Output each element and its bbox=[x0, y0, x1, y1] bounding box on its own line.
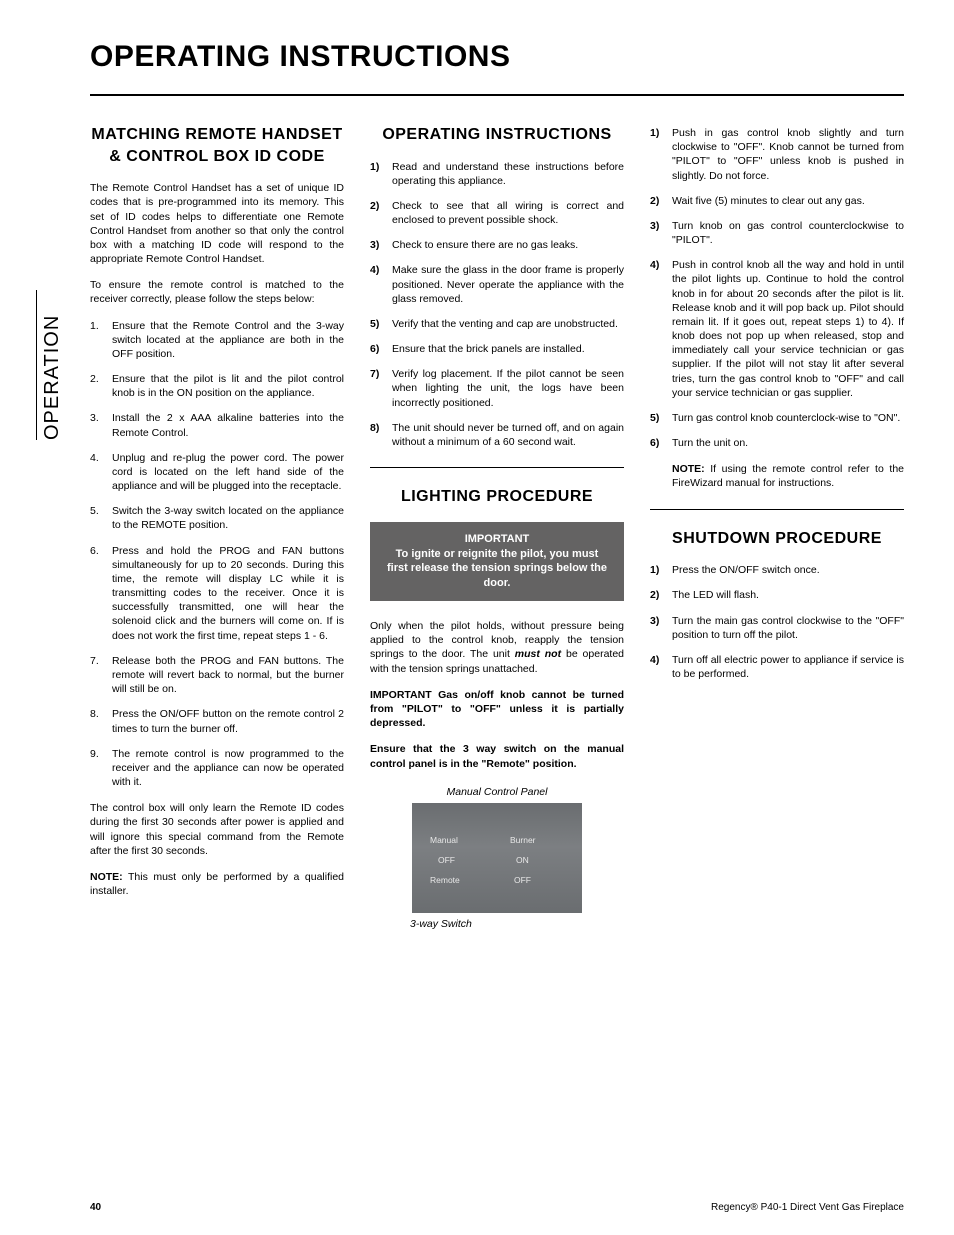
list-item: 4.Unplug and re-plug the power cord. The… bbox=[90, 451, 344, 494]
col3-note: NOTE: If using the remote control refer … bbox=[650, 462, 904, 490]
col2-steps1: 1)Read and understand these instructions… bbox=[370, 160, 624, 450]
list-item: 3.Install the 2 x AAA alkaline batteries… bbox=[90, 411, 344, 439]
list-item: 5)Verify that the venting and cap are un… bbox=[370, 317, 624, 331]
list-item: 2)Check to see that all wiring is correc… bbox=[370, 199, 624, 227]
col1-after1: The control box will only learn the Remo… bbox=[90, 801, 344, 858]
panel-caption-top: Manual Control Panel bbox=[370, 785, 624, 799]
list-item: 6.Press and hold the PROG and FAN button… bbox=[90, 544, 344, 643]
control-panel-figure: Manual Control Panel Manual OFF Remote B… bbox=[370, 785, 624, 931]
column-1: MATCHING REMOTE HANDSET & CONTROL BOX ID… bbox=[90, 124, 344, 931]
col2-para3: Ensure that the 3 way switch on the manu… bbox=[370, 742, 624, 770]
col3-steps2: 1)Press the ON/OFF switch once. 2)The LE… bbox=[650, 563, 904, 681]
title-rule bbox=[90, 94, 904, 96]
list-item: 4)Make sure the glass in the door frame … bbox=[370, 263, 624, 306]
callout-text: To ignite or reignite the pilot, you mus… bbox=[384, 547, 610, 592]
column-3: 1)Push in gas control knob slightly and … bbox=[650, 124, 904, 931]
list-item: 1)Read and understand these instructions… bbox=[370, 160, 624, 188]
column-2: OPERATING INSTRUCTIONS 1)Read and unders… bbox=[370, 124, 624, 931]
col2-rule bbox=[370, 467, 624, 468]
col2-para2: IMPORTANT Gas on/off knob cannot be turn… bbox=[370, 688, 624, 731]
list-item: 7.Release both the PROG and FAN buttons.… bbox=[90, 654, 344, 697]
list-item: 2.Ensure that the pilot is lit and the p… bbox=[90, 372, 344, 400]
list-item: 8.Press the ON/OFF button on the remote … bbox=[90, 707, 344, 735]
list-item: 4)Push in control knob all the way and h… bbox=[650, 258, 904, 400]
col1-steps: 1.Ensure that the Remote Control and the… bbox=[90, 319, 344, 790]
content-columns: MATCHING REMOTE HANDSET & CONTROL BOX ID… bbox=[90, 124, 904, 931]
list-item: 3)Turn knob on gas control counterclockw… bbox=[650, 219, 904, 247]
col1-intro1: The Remote Control Handset has a set of … bbox=[90, 181, 344, 266]
list-item: 5.Switch the 3-way switch located on the… bbox=[90, 504, 344, 532]
callout-label: IMPORTANT bbox=[384, 532, 610, 547]
col3-rule bbox=[650, 509, 904, 510]
list-item: 1.Ensure that the Remote Control and the… bbox=[90, 319, 344, 362]
page-title: OPERATING INSTRUCTIONS bbox=[90, 40, 904, 74]
panel-caption-bottom: 3-way Switch bbox=[410, 917, 624, 931]
list-item: 2)Wait five (5) minutes to clear out any… bbox=[650, 194, 904, 208]
page-number: 40 bbox=[90, 1202, 101, 1213]
footer: 40 Regency® P40-1 Direct Vent Gas Firepl… bbox=[90, 1202, 904, 1213]
side-tab: OPERATION bbox=[36, 290, 64, 440]
col2-para1: Only when the pilot holds, without press… bbox=[370, 619, 624, 676]
col2-heading1: OPERATING INSTRUCTIONS bbox=[370, 124, 624, 146]
control-panel-image: Manual OFF Remote Burner ON OFF bbox=[412, 803, 582, 913]
list-item: 3)Turn the main gas control clockwise to… bbox=[650, 614, 904, 642]
list-item: 9.The remote control is now programmed t… bbox=[90, 747, 344, 790]
col2-heading2: LIGHTING PROCEDURE bbox=[370, 486, 624, 508]
list-item: 6)Turn the unit on. bbox=[650, 436, 904, 450]
col1-heading: MATCHING REMOTE HANDSET & CONTROL BOX ID… bbox=[90, 124, 344, 167]
list-item: 1)Push in gas control knob slightly and … bbox=[650, 126, 904, 183]
list-item: 2)The LED will flash. bbox=[650, 588, 904, 602]
col1-note: NOTE: This must only be performed by a q… bbox=[90, 870, 344, 898]
list-item: 6)Ensure that the brick panels are insta… bbox=[370, 342, 624, 356]
list-item: 1)Press the ON/OFF switch once. bbox=[650, 563, 904, 577]
list-item: 7)Verify log placement. If the pilot can… bbox=[370, 367, 624, 410]
list-item: 4)Turn off all electric power to applian… bbox=[650, 653, 904, 681]
list-item: 8)The unit should never be turned off, a… bbox=[370, 421, 624, 449]
list-item: 3)Check to ensure there are no gas leaks… bbox=[370, 238, 624, 252]
col3-heading2: SHUTDOWN PROCEDURE bbox=[650, 528, 904, 550]
col3-steps1: 1)Push in gas control knob slightly and … bbox=[650, 126, 904, 450]
list-item: 5)Turn gas control knob counterclock-wis… bbox=[650, 411, 904, 425]
col1-intro2: To ensure the remote control is matched … bbox=[90, 278, 344, 306]
important-callout: IMPORTANT To ignite or reignite the pilo… bbox=[370, 522, 624, 601]
doc-title: Regency® P40-1 Direct Vent Gas Fireplace bbox=[711, 1202, 904, 1213]
